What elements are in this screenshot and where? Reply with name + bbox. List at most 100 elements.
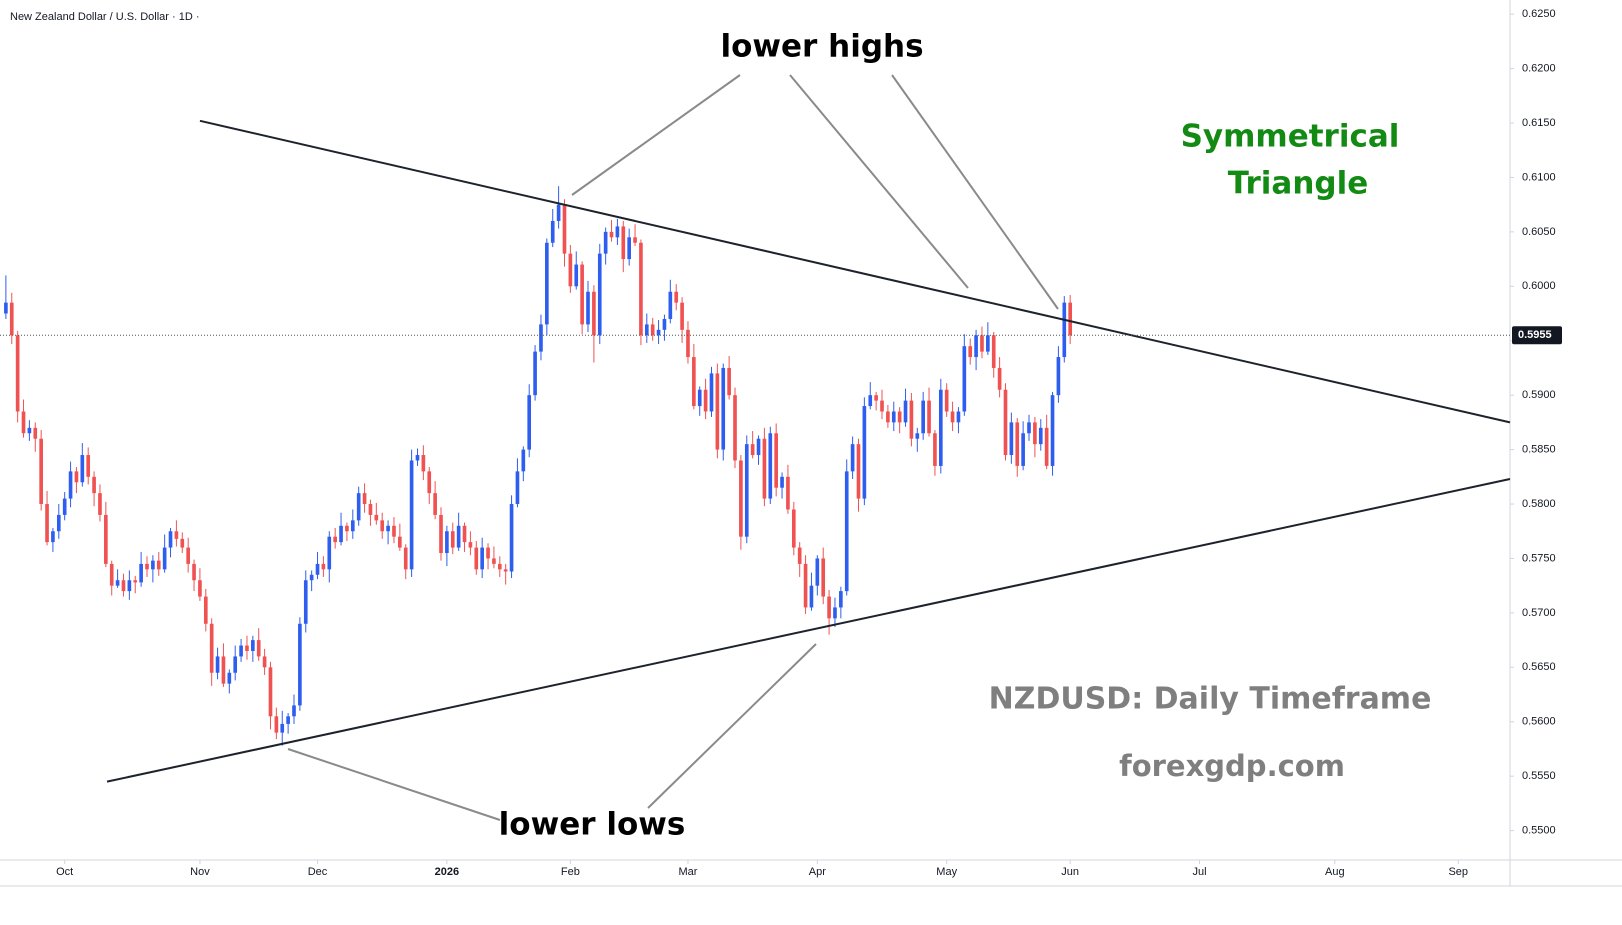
candle-body <box>74 471 79 483</box>
y-tick-label: 0.6150 <box>1522 117 1556 129</box>
candle-body <box>1068 302 1072 336</box>
candle-body <box>891 411 896 423</box>
candle-body <box>768 433 773 499</box>
candle-body <box>644 324 649 336</box>
y-tick-label: 0.6050 <box>1522 226 1556 238</box>
candle-body <box>850 444 855 472</box>
candle-body <box>92 476 96 494</box>
candle-body <box>791 509 796 548</box>
candle-body <box>1056 357 1061 396</box>
plot-area <box>4 186 1072 746</box>
candle-body <box>509 504 514 572</box>
candle-body <box>780 476 784 488</box>
candle-body <box>868 395 873 407</box>
candle-body <box>650 324 655 336</box>
candle-body <box>115 580 120 586</box>
candle-body <box>450 531 455 548</box>
candle-body <box>56 514 61 532</box>
candle-body <box>674 291 679 303</box>
y-tick-label: 0.5750 <box>1522 552 1556 564</box>
x-tick-label: Feb <box>561 866 580 878</box>
candle-body <box>245 645 249 651</box>
candle-body <box>562 204 567 254</box>
x-tick-label: Dec <box>308 866 328 878</box>
candle-body <box>574 264 579 287</box>
candle-body <box>897 411 902 423</box>
trendline <box>106 478 1511 783</box>
candle-body <box>833 607 837 619</box>
candle-body <box>168 531 173 548</box>
candle-body <box>592 291 596 336</box>
candle-body <box>1050 395 1055 466</box>
candle-body <box>421 455 426 472</box>
annotation: lower lows <box>499 807 686 843</box>
y-tick-label: 0.6000 <box>1522 280 1556 292</box>
candle-body <box>844 471 849 592</box>
y-tick-label: 0.5500 <box>1522 825 1556 837</box>
candle-body <box>221 656 226 684</box>
candle-body <box>186 547 190 564</box>
candle-body <box>233 656 238 673</box>
candle-body <box>198 580 202 597</box>
candle-body <box>492 558 496 564</box>
annotation: forexgdp.com <box>1119 749 1345 783</box>
candle-body <box>292 705 296 717</box>
candle-body <box>627 237 631 260</box>
candle-body <box>409 460 414 570</box>
candle-body <box>162 547 167 570</box>
x-tick-label: Mar <box>678 866 697 878</box>
candle-body <box>262 656 267 668</box>
candle-body <box>545 242 549 325</box>
candle-body <box>474 547 479 570</box>
candle-body <box>692 357 696 407</box>
candle-body <box>180 538 185 548</box>
candle-body <box>615 226 620 238</box>
candle-body <box>862 406 867 499</box>
candle-body <box>980 335 984 352</box>
candle-body <box>586 291 590 325</box>
candle-body <box>856 444 861 499</box>
candle-body <box>21 411 26 434</box>
candle-body <box>227 672 232 684</box>
candle-body <box>386 525 390 532</box>
candle-body <box>209 623 214 673</box>
candle-body <box>333 536 337 543</box>
candle-body <box>256 640 261 657</box>
candle-body <box>933 433 937 466</box>
candle-body <box>839 591 843 608</box>
x-tick-label: 2026 <box>435 866 459 878</box>
x-tick-label: May <box>936 866 957 878</box>
candle-body <box>686 329 690 358</box>
candle-body <box>127 580 132 592</box>
candle-body <box>803 563 808 608</box>
candle-body <box>4 302 8 314</box>
candle-body <box>903 400 908 423</box>
annotation: lower highs <box>720 29 923 65</box>
candle-body <box>98 493 102 515</box>
connector <box>789 74 969 289</box>
candle-body <box>997 367 1002 390</box>
candle-body <box>486 547 490 559</box>
candle-body <box>345 525 349 532</box>
candle-body <box>921 400 925 434</box>
candle-body <box>1044 427 1049 466</box>
candle-body <box>298 623 302 706</box>
candle-body <box>1021 433 1025 466</box>
x-tick-label: Aug <box>1325 866 1345 878</box>
candle-body <box>380 520 385 532</box>
annotation: Symmetrical <box>1181 119 1400 155</box>
y-tick-label: 0.5800 <box>1522 498 1556 510</box>
candle-body <box>321 563 326 570</box>
candle-body <box>974 335 978 358</box>
candle-body <box>303 580 308 624</box>
candle-body <box>697 389 702 407</box>
candle-body <box>944 389 949 412</box>
candle-body <box>445 531 449 554</box>
y-tick-label: 0.5850 <box>1522 444 1556 456</box>
candle-body <box>621 226 626 260</box>
y-tick-label: 0.5900 <box>1522 389 1556 401</box>
candle-body <box>86 455 91 477</box>
candle-body <box>1009 422 1014 456</box>
